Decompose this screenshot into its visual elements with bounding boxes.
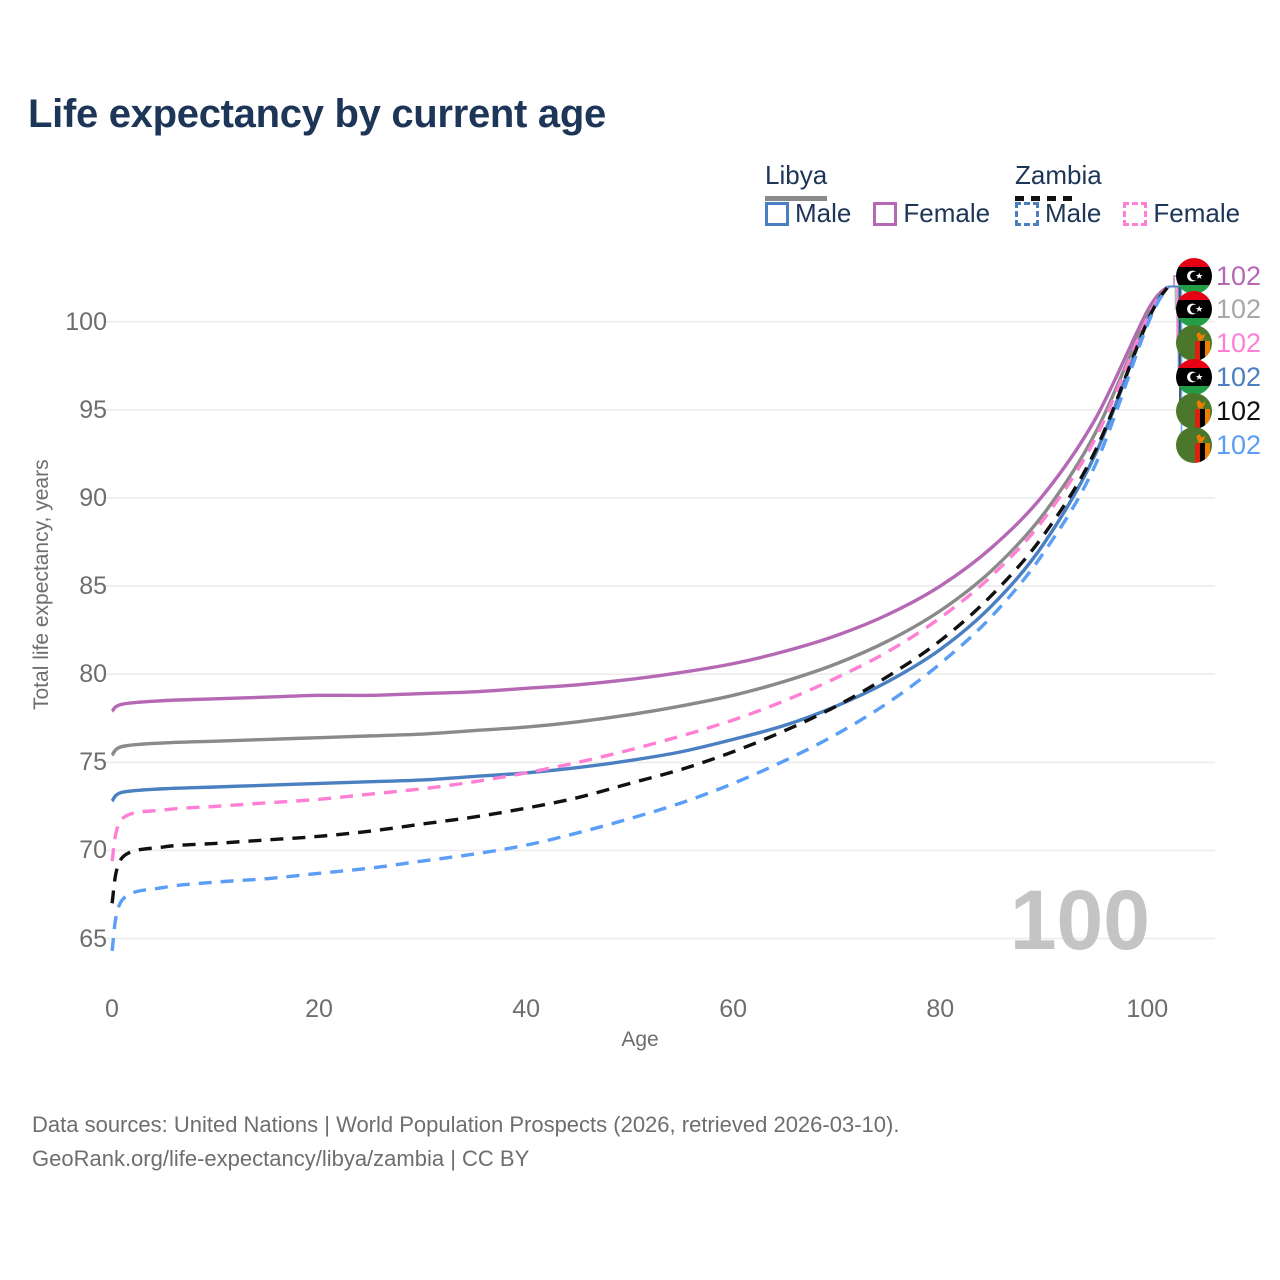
x-axis-tick: 100 xyxy=(1126,995,1169,1023)
y-axis-tick: 75 xyxy=(79,748,107,777)
page-title: Life expectancy by current age xyxy=(28,92,606,136)
legend-country-label: Libya xyxy=(765,160,828,190)
series-end-labels: 102 102 102 102 102 xyxy=(1168,255,1280,470)
end-label-value: 102 xyxy=(1216,327,1262,358)
series-line xyxy=(110,285,1170,862)
legend-swatch-icon xyxy=(1123,201,1148,226)
zambia-flag-icon xyxy=(1176,393,1212,429)
x-axis-tick: 60 xyxy=(719,995,748,1023)
y-axis-tick: 80 xyxy=(79,660,107,689)
footer-line-1: Data sources: United Nations | World Pop… xyxy=(32,1112,900,1137)
legend-swatch-icon xyxy=(1015,201,1039,226)
end-label-value: 102 xyxy=(1216,395,1262,426)
libya-flag xyxy=(1176,359,1212,395)
legend-country-label: Zambia xyxy=(1015,160,1102,190)
x-axis-tick: 40 xyxy=(512,995,541,1023)
end-label-libya-male: 102 xyxy=(1176,359,1261,395)
end-label-libya-total: 102 xyxy=(1176,291,1261,327)
legend-item-label: Female xyxy=(903,198,991,228)
chart-legend: Libya Male Female Zambia Male Female xyxy=(760,160,1260,240)
y-axis-tick: 65 xyxy=(79,924,107,953)
zambia-flag xyxy=(1176,325,1212,361)
zambia-flag-icon xyxy=(1176,427,1212,463)
legend-group-zambia: Zambia Male Female xyxy=(1015,160,1240,228)
legend-swatch-icon xyxy=(873,201,898,226)
libya-flag xyxy=(1176,258,1212,294)
legend-item-label: Male xyxy=(1045,198,1102,228)
x-axis-tick: 0 xyxy=(105,995,119,1023)
legend-item-libya-female[interactable]: Female xyxy=(873,198,990,229)
end-label-value: 102 xyxy=(1216,361,1262,392)
footer-line-2: GeoRank.org/life-expectancy/libya/zambia… xyxy=(32,1146,530,1172)
series-line xyxy=(110,285,1170,713)
x-axis-tick: 20 xyxy=(305,995,333,1023)
legend-group-libya: Libya Male Female xyxy=(765,160,990,228)
end-label-value: 102 xyxy=(1216,293,1262,324)
legend-country-rule xyxy=(765,196,827,201)
y-axis-tick: 85 xyxy=(79,572,107,601)
end-label-zambia-male: 102 xyxy=(1176,427,1261,463)
footer-credits: Data sources: United Nations | World Pop… xyxy=(32,1108,899,1176)
end-label-value: 102 xyxy=(1216,260,1262,291)
series-line xyxy=(110,285,1170,757)
legend-item-zambia-female[interactable]: Female xyxy=(1123,198,1240,229)
y-axis-tick: 90 xyxy=(79,483,107,512)
end-label-zambia-total: 102 xyxy=(1176,393,1261,429)
end-label-value: 102 xyxy=(1216,429,1262,460)
zambia-flag-icon xyxy=(1176,325,1212,361)
legend-item-libya-male[interactable]: Male xyxy=(765,198,851,229)
end-label-libya-female: 102 xyxy=(1176,258,1261,294)
libya-flag xyxy=(1176,291,1212,327)
legend-country-rule xyxy=(1015,196,1077,201)
y-axis-tick: 100 xyxy=(65,307,107,336)
x-axis-label: Age xyxy=(621,1028,659,1051)
series-line xyxy=(110,285,1170,952)
series-line xyxy=(110,285,1170,904)
end-label-zambia-female: 102 xyxy=(1176,325,1261,361)
libya-flag-icon xyxy=(1176,258,1212,294)
zambia-flag xyxy=(1176,427,1212,463)
y-axis-tick: 95 xyxy=(79,395,107,424)
zambia-flag xyxy=(1176,393,1212,429)
legend-swatch-icon xyxy=(765,201,789,226)
y-axis-label: Total life expectancy, years xyxy=(30,459,53,710)
libya-flag-icon xyxy=(1176,359,1212,395)
legend-item-label: Male xyxy=(795,198,852,228)
series-line xyxy=(110,285,1170,803)
legend-item-zambia-male[interactable]: Male xyxy=(1015,198,1101,229)
watermark-label: 100 xyxy=(1009,873,1150,967)
legend-item-label: Female xyxy=(1153,198,1241,228)
x-axis-tick: 80 xyxy=(926,995,955,1023)
libya-flag-icon xyxy=(1176,291,1212,327)
y-axis-tick: 70 xyxy=(79,836,107,865)
